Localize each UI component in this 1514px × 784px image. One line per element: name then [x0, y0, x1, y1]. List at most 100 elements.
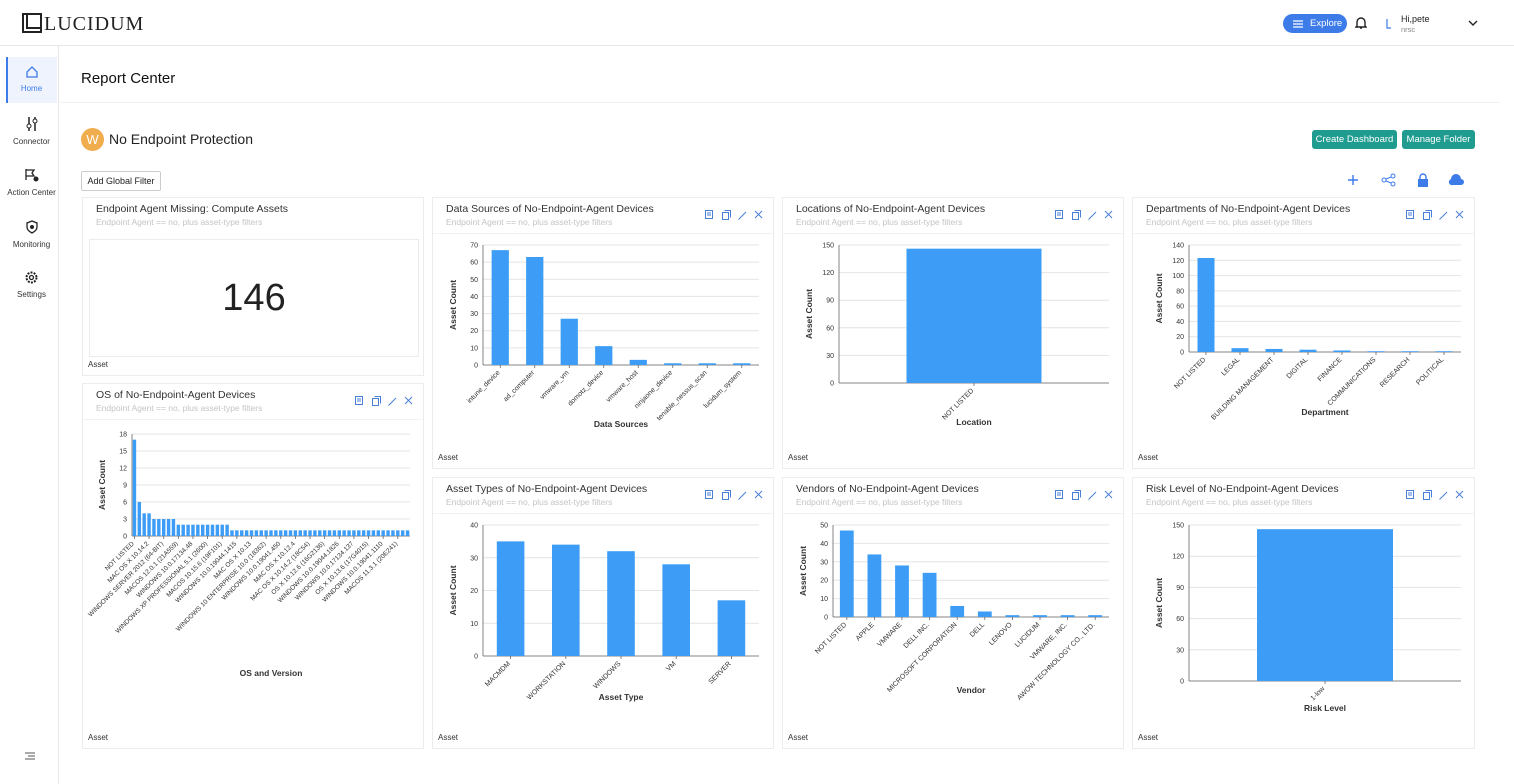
org-name: nrsc: [1401, 25, 1416, 34]
bar: [839, 530, 854, 617]
user-menu-chevron[interactable]: [1468, 19, 1478, 27]
bar: [491, 250, 509, 365]
y-tick-label: 10: [470, 621, 478, 628]
widget-title: Locations of No-Endpoint-Agent Devices: [796, 203, 986, 215]
bar: [1060, 615, 1075, 617]
y-tick-label: 12: [119, 466, 127, 473]
bell-icon[interactable]: [1355, 17, 1367, 30]
bar: [496, 541, 525, 656]
add-filter-button[interactable]: Add Global Filter: [81, 171, 161, 191]
bar: [147, 513, 151, 536]
page-title: Report Center: [81, 70, 176, 87]
bar: [400, 530, 405, 536]
bar: [332, 530, 337, 536]
y-tick-label: 120: [1172, 554, 1184, 561]
bar: [205, 524, 210, 536]
bar: [264, 530, 268, 536]
x-tick-label: NOT LISTED: [814, 621, 848, 655]
chart-widget: Risk Level of No-Endpoint-Agent Devices E…: [1132, 477, 1475, 749]
nav-action-center[interactable]: Action Center: [6, 168, 57, 197]
y-axis-label: Asset Count: [448, 280, 458, 330]
x-tick-label: lucidum_system: [703, 369, 744, 410]
widget-actions[interactable]: [705, 490, 765, 501]
bar: [288, 530, 293, 536]
x-axis-label: Vendor: [957, 685, 987, 695]
y-tick-label: 60: [826, 325, 834, 332]
widget-subtitle: Endpoint Agent == no, plus asset-type fi…: [446, 217, 613, 227]
widget-footer: Asset: [1138, 733, 1159, 742]
x-axis-label: Risk Level: [1304, 703, 1346, 713]
share-icon[interactable]: [1381, 173, 1396, 187]
x-tick-label: RESEARCH: [1379, 356, 1411, 388]
widget-subtitle: Endpoint Agent == no, plus asset-type fi…: [1146, 217, 1313, 227]
bar: [240, 530, 244, 536]
bar: [1401, 351, 1419, 352]
bar: [717, 600, 746, 656]
x-tick-label: NOT LISTED: [1173, 356, 1207, 390]
bar-chart: 0 10 20 30 40 MACMDM WORKSTATION WINDOWS VM SERVE…: [448, 523, 759, 702]
bar: [279, 530, 283, 536]
manage-folder-button[interactable]: Manage Folder: [1402, 130, 1475, 149]
bar: [906, 248, 1042, 383]
logo: LUCIDUM: [44, 13, 145, 35]
dashboard-name: No Endpoint Protection: [109, 131, 253, 147]
widget-actions[interactable]: [1406, 210, 1466, 221]
widget-actions[interactable]: [705, 210, 765, 221]
cloud-icon[interactable]: [1448, 174, 1464, 186]
x-axis-label: Department: [1301, 407, 1348, 417]
widget-actions[interactable]: [1055, 210, 1115, 221]
nav-settings[interactable]: Settings: [6, 271, 57, 299]
nav-home[interactable]: Home: [6, 66, 57, 93]
y-tick-label: 90: [826, 298, 834, 305]
widget-title: Endpoint Agent Missing: Compute Assets: [96, 203, 289, 215]
monitoring-icon: [25, 220, 38, 234]
widget-actions[interactable]: [1406, 490, 1466, 501]
x-tick-label: FINANCE: [1317, 356, 1344, 383]
widget-subtitle: Endpoint Agent == no, plus asset-type fi…: [796, 497, 963, 507]
bar: [977, 611, 992, 617]
explore-button[interactable]: Explore: [1283, 14, 1347, 33]
widget-footer: Asset: [1138, 453, 1159, 462]
nav-label: Home: [20, 84, 43, 93]
nav-monitoring[interactable]: Monitoring: [6, 220, 57, 249]
create-dashboard-button[interactable]: Create Dashboard: [1312, 130, 1397, 149]
bar: [152, 519, 156, 536]
bar: [526, 257, 544, 365]
x-tick-label: DELL: [969, 621, 986, 638]
add-icon[interactable]: [1348, 175, 1358, 185]
bar: [132, 439, 137, 536]
bar: [376, 530, 381, 536]
y-tick-label: 0: [474, 654, 478, 661]
y-tick-label: 50: [470, 277, 478, 284]
x-axis-label: Data Sources: [594, 419, 649, 429]
bar: [1088, 615, 1103, 617]
y-tick-label: 20: [820, 578, 828, 585]
bar: [327, 530, 332, 536]
divider: [60, 102, 1500, 103]
widget-title: Vendors of No-Endpoint-Agent Devices: [796, 483, 979, 495]
bar: [357, 530, 361, 536]
y-axis-label: Asset Count: [448, 565, 458, 615]
bar: [220, 524, 224, 536]
nav-label: Settings: [17, 290, 46, 299]
lock-icon[interactable]: [1418, 173, 1428, 187]
bar: [1367, 351, 1385, 352]
collapse-icon[interactable]: [25, 752, 35, 760]
y-axis-label: Asset Count: [1154, 273, 1164, 323]
x-tick-label: vmware_host: [605, 369, 639, 403]
nav-connector[interactable]: Connector: [6, 117, 57, 146]
action-icon: [24, 169, 38, 182]
chart-widget: Vendors of No-Endpoint-Agent Devices Endp…: [782, 477, 1124, 749]
bar: [337, 530, 341, 536]
widget-actions[interactable]: [1055, 490, 1115, 501]
x-axis-label: Asset Type: [599, 692, 644, 702]
y-tick-label: 10: [470, 345, 478, 352]
widget-footer: Asset: [788, 453, 809, 462]
widget-actions[interactable]: [355, 396, 415, 407]
widget-footer: Asset: [438, 453, 459, 462]
bar: [308, 530, 312, 536]
bar: [230, 530, 234, 536]
y-tick-label: 40: [470, 294, 478, 301]
bar: [322, 530, 327, 536]
